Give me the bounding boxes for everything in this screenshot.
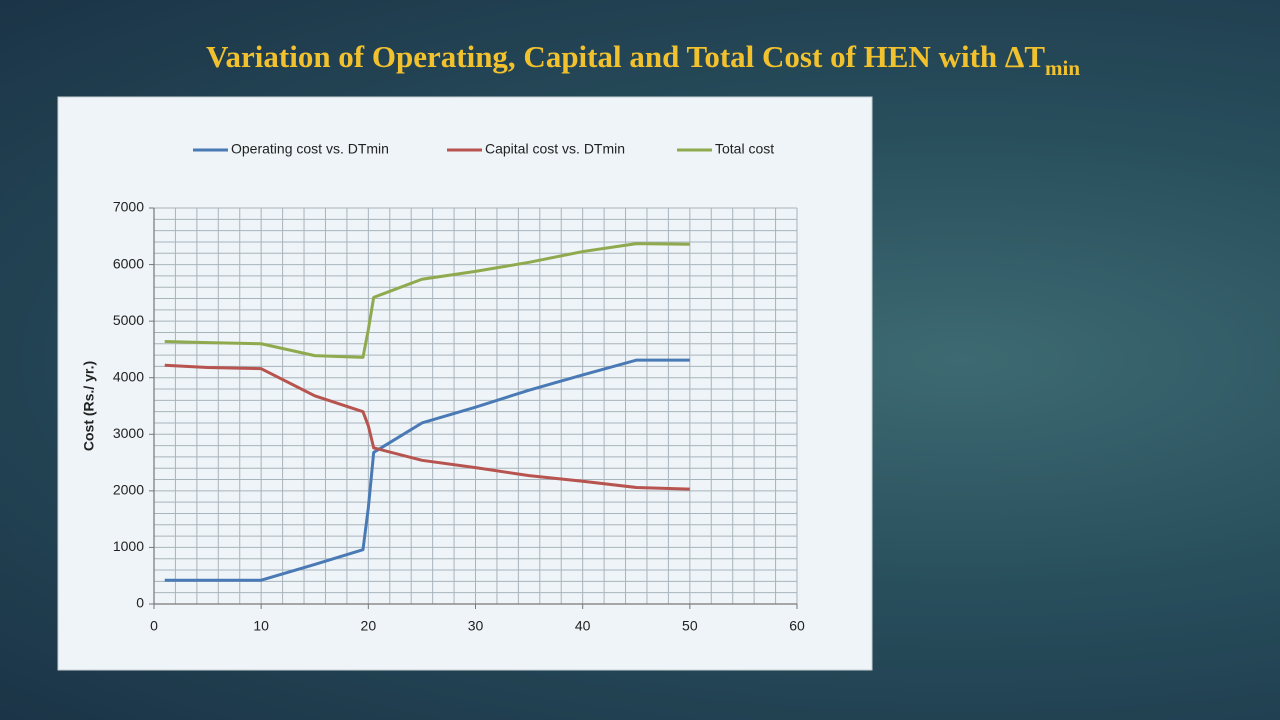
legend-label: Total cost bbox=[715, 141, 774, 157]
x-tick-label: 60 bbox=[789, 618, 805, 634]
x-tick-label: 40 bbox=[575, 618, 591, 634]
x-tick-label: 0 bbox=[150, 618, 158, 634]
y-tick-label: 1000 bbox=[113, 538, 144, 554]
y-tick-label: 5000 bbox=[113, 312, 144, 328]
series-line bbox=[164, 358, 690, 582]
y-tick-label: 6000 bbox=[113, 255, 144, 271]
series-line bbox=[164, 363, 690, 491]
y-tick-label: 2000 bbox=[113, 482, 144, 498]
y-tick-label: 3000 bbox=[113, 425, 144, 441]
x-tick-label: 30 bbox=[468, 618, 484, 634]
legend-label: Capital cost vs. DTmin bbox=[485, 141, 625, 157]
x-tick-label: 20 bbox=[361, 618, 377, 634]
title-text: Variation of Operating, Capital and Tota… bbox=[206, 39, 1045, 74]
title-subscript: min bbox=[1045, 56, 1080, 80]
x-tick-label: 50 bbox=[682, 618, 698, 634]
y-tick-label: 0 bbox=[136, 595, 144, 611]
chart-area bbox=[57, 96, 873, 671]
y-tick-label: 4000 bbox=[113, 368, 144, 384]
series-line bbox=[164, 242, 690, 359]
slide-title: Variation of Operating, Capital and Tota… bbox=[206, 39, 1080, 80]
legend-label: Operating cost vs. DTmin bbox=[231, 141, 389, 157]
x-tick-label: 10 bbox=[253, 618, 269, 634]
y-tick-label: 7000 bbox=[113, 199, 144, 215]
y-axis-label: Cost (Rs./ yr.) bbox=[81, 361, 97, 451]
